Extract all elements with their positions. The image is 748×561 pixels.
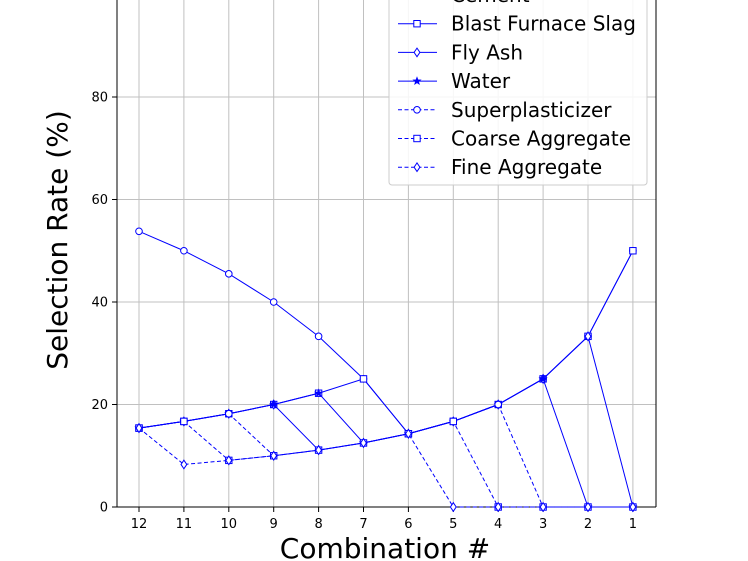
x-tick-label: 4 <box>494 517 502 532</box>
data-point <box>180 417 188 426</box>
data-point <box>225 270 233 278</box>
data-point <box>359 437 368 449</box>
data-point <box>269 298 278 306</box>
series-line <box>138 378 633 508</box>
series-4 <box>135 400 637 511</box>
data-point <box>584 331 592 342</box>
x-tick-label: 6 <box>404 517 412 532</box>
data-point <box>314 332 323 341</box>
legend: Cement Blast Furnace Slag Fly Ash Water Supe… <box>388 0 648 186</box>
y-tick-label: 0 <box>100 501 108 516</box>
legend-label: Water <box>451 69 511 93</box>
legend-item: Blast Furnace Slag <box>398 12 636 36</box>
legend-marker <box>413 134 421 143</box>
series-line <box>138 335 634 508</box>
legend-item: Cement <box>451 0 530 7</box>
y-tick-label: 80 <box>91 91 108 106</box>
x-tick-label: 10 <box>221 517 238 532</box>
data-point <box>449 417 458 426</box>
data-point <box>135 422 143 434</box>
legend-item: Coarse Aggregate <box>398 127 631 151</box>
legend-item: Water <box>398 69 511 93</box>
y-tick-label: 20 <box>91 398 108 413</box>
data-point <box>180 459 188 470</box>
series-5 <box>135 417 637 511</box>
data-point <box>629 247 637 255</box>
x-tick-label: 12 <box>131 517 148 532</box>
data-point <box>225 455 233 466</box>
data-point <box>359 375 368 383</box>
x-tick-label: 1 <box>629 517 637 532</box>
y-tick-label: 40 <box>91 296 108 311</box>
data-point <box>269 399 279 409</box>
legend-item: Fly Ash <box>398 40 523 64</box>
x-tick-label: 5 <box>449 517 457 532</box>
data-point <box>629 501 637 513</box>
data-point <box>270 450 278 461</box>
x-tick-label: 8 <box>314 517 322 532</box>
legend-label: Superplasticizer <box>451 98 612 122</box>
series-1 <box>135 247 637 438</box>
x-tick-label: 7 <box>359 517 367 532</box>
series-2 <box>135 331 637 513</box>
legend-marker <box>413 20 421 28</box>
series-layer <box>134 227 638 513</box>
data-point <box>135 227 143 236</box>
x-tick-label: 9 <box>270 517 278 532</box>
series-line <box>138 427 633 508</box>
y-axis-title: Selection Rate (%) <box>41 110 74 370</box>
series-3 <box>134 374 638 511</box>
legend-label: Fine Aggregate <box>451 155 602 179</box>
series-line <box>138 250 634 435</box>
legend-label: Coarse Aggregate <box>451 127 631 151</box>
data-point <box>313 388 324 398</box>
legend-marker <box>413 162 421 173</box>
legend-marker <box>413 47 421 58</box>
data-point <box>494 400 503 409</box>
x-tick-label: 11 <box>176 517 193 532</box>
legend-box <box>388 0 648 186</box>
legend-label: Blast Furnace Slag <box>451 12 636 36</box>
data-point <box>538 374 548 383</box>
data-point <box>225 409 233 418</box>
data-point <box>584 501 592 513</box>
legend-item: Fine Aggregate <box>398 155 602 179</box>
legend-marker <box>413 106 421 114</box>
legend-label: Cement <box>451 0 530 7</box>
legend-marker <box>412 76 422 86</box>
data-point <box>449 501 457 513</box>
series-6 <box>135 422 637 513</box>
x-tick-label: 2 <box>584 517 592 532</box>
legend-label: Fly Ash <box>451 40 523 64</box>
x-axis-title: Combination # <box>280 532 490 561</box>
series-line <box>138 403 633 508</box>
data-point <box>404 428 412 439</box>
series-line <box>138 230 634 435</box>
data-point <box>315 444 323 456</box>
x-tick-label: 3 <box>539 517 547 532</box>
series-line <box>138 420 633 508</box>
y-tick-label: 60 <box>91 193 108 208</box>
data-point <box>539 501 547 513</box>
data-point <box>494 501 502 513</box>
data-point <box>180 246 188 255</box>
legend-item: Superplasticizer <box>398 98 612 122</box>
